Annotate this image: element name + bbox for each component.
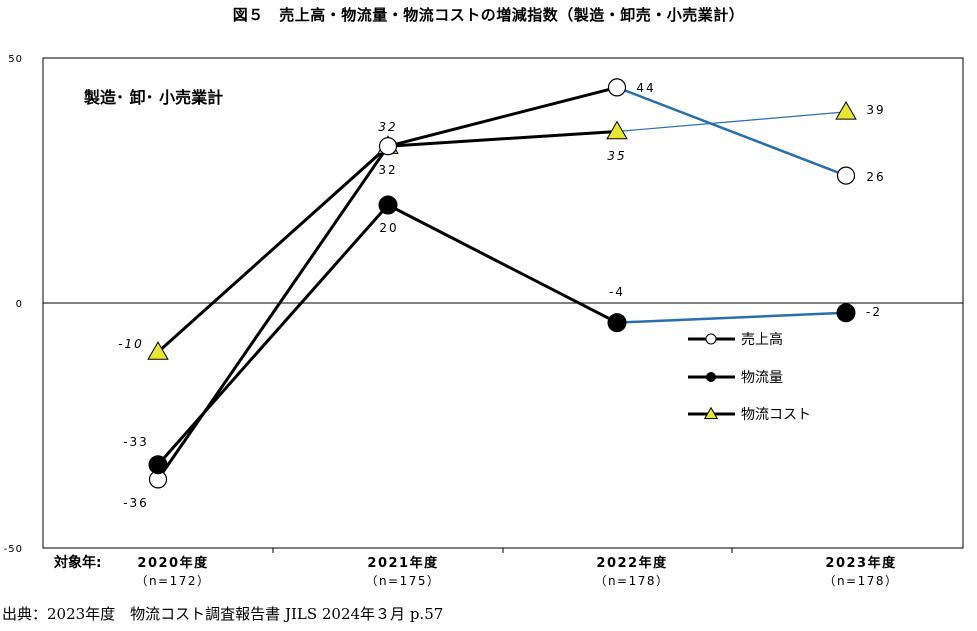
series-line-segment [156, 144, 390, 481]
series-markers [147, 78, 857, 489]
series-line-segment [156, 203, 390, 467]
data-label: -4 [609, 285, 625, 299]
x-tick-label: 2022年度 [596, 555, 667, 571]
legend-sales-marker [705, 333, 717, 345]
data-label: 26 [866, 170, 885, 184]
data-label: 35 [607, 149, 626, 163]
series-line-segment [156, 144, 390, 354]
sales-marker [836, 166, 856, 185]
legend-cost-marker [703, 406, 719, 419]
data-label: -10 [118, 337, 144, 351]
series-line-segment [386, 85, 619, 148]
source-note: 出典：2023年度 物流コスト調査報告書 JILS 2024年３月 p.57 [2, 605, 444, 623]
series-lines [156, 85, 848, 481]
line-chart: 50 0 -50 2020年度 （n=172） 2021年度 （n=175） 2022年度 （n… [4, 54, 964, 588]
series-line-segment [616, 111, 847, 133]
legend-volume-marker [706, 372, 716, 382]
y-tick-label: 50 [8, 54, 23, 65]
data-label: -33 [123, 435, 149, 449]
data-label: -2 [866, 305, 882, 319]
volume-marker [378, 195, 398, 215]
data-label: 32 [378, 120, 397, 134]
x-tick-n-label: （n=178） [594, 574, 669, 588]
data-label: 32 [378, 163, 397, 177]
legend-label: 物流コスト [741, 407, 811, 423]
x-tick-n-label: （n=172） [135, 574, 210, 588]
series-line-segment [386, 130, 619, 148]
legend-label: 物流量 [741, 370, 783, 386]
data-label: 44 [636, 81, 655, 95]
x-tick-label: 2021年度 [367, 555, 438, 571]
legend-label: 売上高 [741, 331, 783, 348]
sales-marker [607, 78, 627, 97]
chart-title: 図５ 売上高・物流量・物流コストの増減指数（製造・卸売・小売業計） [232, 6, 745, 24]
cost-marker [147, 341, 169, 360]
data-label: 20 [379, 221, 398, 235]
x-tick-n-label: （n=178） [823, 574, 898, 588]
series-line-segment [386, 203, 619, 325]
sales-marker [378, 137, 398, 156]
cost-marker [606, 120, 628, 140]
y-tick-label: -50 [4, 544, 23, 555]
axis-ticks: 50 0 -50 2020年度 （n=172） 2021年度 （n=175） 2022年度 （n… [4, 54, 898, 588]
series-line-segment [615, 311, 848, 324]
data-labels: -36 32 44 26 -33 20 -4 -2 -10 32 35 39 [118, 81, 885, 510]
x-tick-label: 2023年度 [825, 555, 896, 571]
y-tick-label: 0 [16, 299, 23, 310]
volume-marker [148, 455, 168, 475]
data-label: -36 [123, 496, 149, 510]
series-line-segment [615, 86, 848, 177]
x-tick-n-label: （n=175） [365, 574, 440, 588]
cost-marker [835, 100, 857, 120]
x-axis-prefix: 対象年: [53, 554, 102, 571]
x-tick-label: 2020年度 [137, 555, 208, 571]
volume-marker [607, 313, 627, 333]
data-label: 39 [866, 103, 885, 117]
volume-marker [836, 303, 856, 323]
chart-subtitle: 製造･ 卸･ 小売業計 [83, 88, 223, 107]
